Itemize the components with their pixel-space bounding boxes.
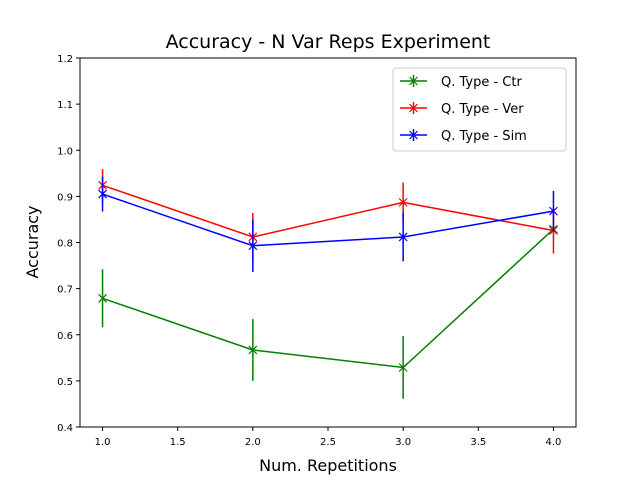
- x-tick-label: 3.5: [470, 437, 486, 448]
- data-point: [98, 189, 107, 199]
- data-point: [398, 363, 408, 372]
- series-line: [102, 184, 554, 238]
- legend-marker: [409, 130, 418, 140]
- data-point: [398, 197, 408, 207]
- point-marker-stroke: [398, 363, 408, 372]
- legend-item: Q. Type - Ver: [400, 102, 524, 117]
- point-marker-stroke: [248, 241, 258, 251]
- y-tick-label: 1.1: [57, 100, 73, 111]
- x-axis-title: Num. Repetitions: [259, 456, 397, 475]
- point-marker-stroke: [549, 206, 558, 216]
- series-q-type-ver: [98, 169, 558, 261]
- series-line: [102, 228, 555, 369]
- y-tick-label: 0.9: [57, 192, 73, 203]
- x-tick-label: 2.5: [320, 437, 336, 448]
- legend-marker: [409, 103, 418, 113]
- x-tick-label: 1.0: [95, 437, 111, 448]
- legend-marker: [409, 76, 418, 86]
- series-q-type-ctr: [98, 224, 558, 399]
- legend-label: Q. Type - Ctr: [441, 75, 522, 90]
- legend-item: Q. Type - Ctr: [400, 75, 522, 90]
- data-point: [549, 206, 558, 216]
- y-tick-label: 1.0: [57, 146, 73, 157]
- legend-label: Q. Type - Sim: [441, 129, 527, 144]
- legend: Q. Type - Ctr Q. Type - Ver Q. Type - Sim: [392, 67, 567, 152]
- legend-label: Q. Type - Ver: [441, 102, 524, 117]
- y-tick-label: 0.4: [57, 423, 73, 434]
- point-marker-stroke: [248, 345, 258, 355]
- data-point: [248, 241, 258, 251]
- legend-item: Q. Type - Sim: [400, 129, 527, 144]
- chart-title: Accuracy - N Var Reps Experiment: [166, 31, 491, 53]
- x-tick-label: 1.5: [170, 437, 186, 448]
- data-point: [398, 232, 408, 242]
- y-tick-label: 0.7: [57, 285, 73, 296]
- x-tick-label: 3.0: [395, 437, 411, 448]
- y-tick-label: 0.8: [57, 239, 73, 250]
- y-axis-title: Accuracy: [23, 205, 42, 278]
- y-tick-label: 1.2: [57, 54, 73, 65]
- point-marker-stroke: [98, 293, 107, 303]
- y-tick-label: 0.6: [57, 331, 73, 342]
- x-tick-label: 4.0: [546, 437, 562, 448]
- series-line: [102, 193, 554, 247]
- x-tick-label: 2.0: [245, 437, 261, 448]
- legend-box: [392, 67, 567, 152]
- data-point: [248, 345, 258, 355]
- data-point: [98, 293, 107, 303]
- plot-area: [98, 169, 558, 399]
- axes: 1.0 1.5 2.0 2.5 3.0 3.5 4.0 0.4 0.5 0.6 0.7 0.8 0.9 1…: [57, 54, 577, 448]
- series-q-type-sim: [98, 176, 558, 273]
- point-marker-stroke: [398, 197, 408, 207]
- point-marker-stroke: [98, 189, 107, 199]
- point-marker-stroke: [398, 232, 408, 242]
- y-tick-label: 0.5: [57, 377, 73, 388]
